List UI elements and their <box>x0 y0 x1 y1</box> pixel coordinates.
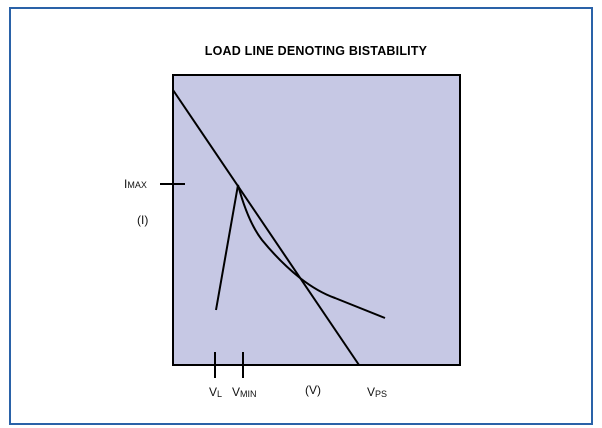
current-axis-label: (I) <box>137 213 148 227</box>
plot-area <box>172 74 461 366</box>
vl-label: VL <box>209 385 222 399</box>
device-curve <box>215 184 386 319</box>
vps-label: VPS <box>367 385 387 399</box>
title: LOAD LINE DENOTING BISTABILITY <box>205 44 428 58</box>
voltage-axis-label: (V) <box>305 383 321 397</box>
imax-label: IMAX <box>124 177 147 191</box>
load-line <box>172 89 360 366</box>
vmin-label: VMIN <box>232 385 257 399</box>
